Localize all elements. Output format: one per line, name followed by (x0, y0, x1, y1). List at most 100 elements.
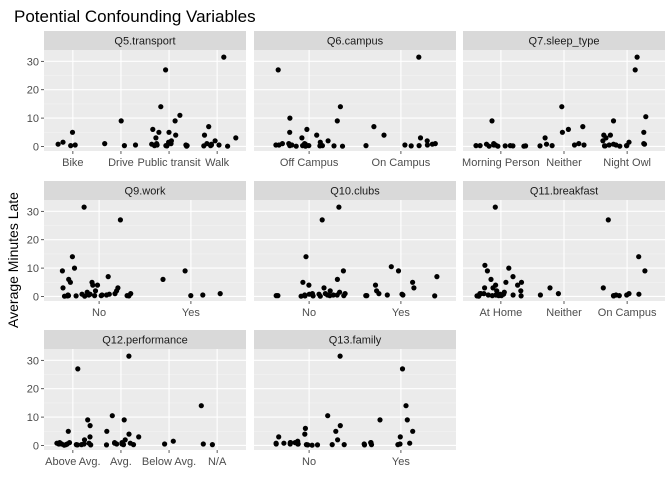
data-point (334, 118, 340, 124)
data-point (376, 291, 382, 297)
data-point (388, 264, 394, 270)
data-point (402, 142, 408, 148)
data-point (121, 417, 127, 423)
data-point (434, 274, 440, 280)
panel-background (254, 349, 456, 450)
data-point (335, 437, 341, 443)
x-tick-label: No (302, 307, 316, 319)
data-point (63, 442, 69, 448)
data-point (127, 440, 133, 446)
data-point (322, 291, 328, 297)
data-point (395, 442, 401, 448)
data-point (340, 268, 346, 274)
data-point (118, 118, 124, 124)
data-point (337, 104, 343, 110)
data-point (610, 293, 617, 299)
data-point (304, 126, 310, 132)
x-tick-label: Walk (205, 157, 230, 169)
data-point (82, 293, 88, 299)
data-point (399, 366, 406, 372)
x-tick-label: N/A (208, 456, 227, 468)
x-tick-label: Morning Person (462, 157, 540, 169)
data-point (87, 423, 93, 429)
facet-panels: Q5.transport 0 10 20 30 Bike Drive Public trans… (27, 31, 665, 468)
data-point (305, 442, 311, 448)
data-point (302, 431, 308, 437)
data-point (182, 268, 188, 274)
data-point (424, 138, 430, 144)
x-tick-label: Avg. (110, 456, 132, 468)
data-point (61, 293, 68, 299)
data-point (417, 135, 424, 141)
data-point (168, 141, 174, 147)
data-point (403, 403, 409, 409)
data-point (206, 124, 212, 130)
data-point (153, 135, 159, 141)
data-point (397, 434, 403, 440)
data-point (275, 67, 281, 73)
facet-strip-label: Q7.sleep_type (529, 36, 600, 48)
data-point (518, 293, 524, 299)
data-point (636, 254, 642, 260)
data-point (59, 268, 65, 274)
data-point (542, 135, 548, 141)
data-point (559, 104, 565, 110)
facet-strip (44, 181, 246, 200)
data-point (117, 217, 123, 223)
facet-strip (254, 181, 456, 200)
data-point (632, 67, 638, 73)
data-point (273, 142, 279, 148)
data-point (416, 54, 422, 60)
data-point (325, 413, 331, 419)
data-point (55, 141, 61, 147)
data-point (643, 114, 649, 120)
data-point (87, 434, 93, 440)
y-tick-label: 30 (27, 56, 39, 68)
data-point (188, 293, 194, 299)
facet-panel: Q5.transport 0 10 20 30 Bike Drive Public trans… (27, 31, 246, 169)
data-point (484, 268, 490, 274)
data-point (201, 132, 208, 138)
data-point (424, 142, 430, 148)
y-tick-label: 30 (27, 206, 39, 218)
data-point (523, 143, 529, 149)
data-point (331, 143, 337, 149)
data-point (602, 143, 608, 149)
data-point (491, 142, 497, 148)
facet-panel: Q7.sleep_type Morning Person Neither Night … (462, 31, 665, 169)
data-point (302, 141, 308, 147)
data-point (555, 291, 562, 297)
data-point (94, 282, 101, 288)
data-point (225, 143, 231, 149)
data-point (377, 417, 383, 423)
data-point (381, 132, 387, 138)
data-point (103, 442, 110, 448)
data-point (410, 279, 416, 285)
data-point (221, 54, 227, 60)
data-point (105, 274, 111, 280)
data-point (92, 293, 98, 299)
facet-strip (254, 31, 456, 50)
facet-strip-label: Q12.performance (102, 335, 188, 347)
panel-background (44, 50, 246, 151)
y-tick-label: 10 (27, 263, 39, 275)
data-point (506, 265, 512, 271)
x-tick-label: On Campus (372, 157, 431, 169)
data-point (495, 143, 501, 149)
data-point (309, 442, 315, 448)
data-point (60, 139, 66, 145)
data-point (641, 141, 648, 147)
data-point (163, 67, 169, 73)
data-point (325, 138, 331, 144)
data-point (273, 293, 279, 299)
data-point (103, 292, 110, 298)
data-point (102, 141, 108, 147)
data-point (86, 440, 92, 446)
data-point (492, 204, 498, 210)
data-point (71, 265, 78, 271)
data-point (606, 142, 612, 148)
x-tick-label: No (302, 456, 316, 468)
data-point (337, 353, 343, 359)
facet-strip (254, 330, 456, 349)
